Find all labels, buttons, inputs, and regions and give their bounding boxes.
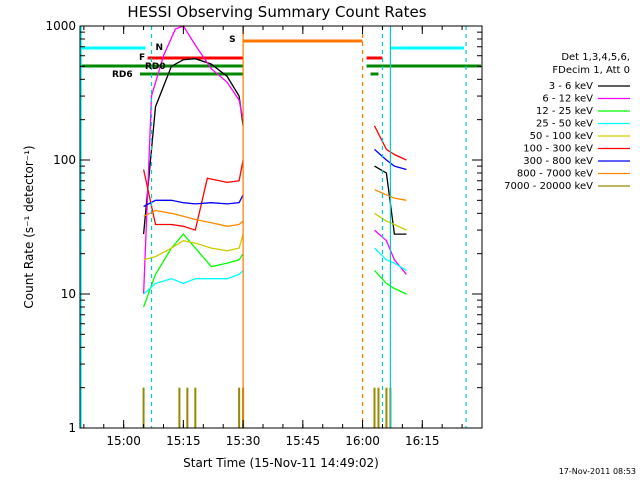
chart-title: HESSI Observing Summary Count Rates	[127, 3, 426, 21]
series-layer	[142, 25, 407, 428]
y-tick-label: 100	[53, 153, 76, 167]
legend-label: 300 - 800 keV	[523, 156, 593, 167]
series-100-300-kev	[142, 125, 407, 231]
legend-label: 800 - 7000 keV	[517, 169, 593, 180]
y-tick-label: 1000	[45, 19, 76, 33]
timestamp: 17-Nov-2011 08:53	[559, 467, 636, 476]
legend-label: 6 - 12 keV	[542, 94, 593, 105]
x-tick-label: 16:00	[345, 434, 380, 448]
night-label: N	[156, 43, 164, 53]
series-line	[143, 194, 244, 208]
legend-label: 3 - 6 keV	[549, 81, 593, 92]
series-line	[142, 159, 244, 231]
rd0-label: RD0	[145, 62, 166, 72]
series-line	[142, 25, 244, 295]
series-7000-20000-kev	[142, 387, 392, 428]
legend-label: 7000 - 20000 keV	[504, 181, 593, 192]
series-line	[142, 233, 244, 308]
series-300-800-kev	[143, 148, 407, 208]
series-50-100-kev	[143, 212, 407, 261]
x-axis-ticks: 15:00 15:15 15:30 15:45 16:00 16:15	[83, 26, 463, 448]
series-800-7000-kev	[143, 189, 407, 227]
series-12-25-kev	[142, 233, 407, 308]
x-tick-label: 15:30	[226, 434, 261, 448]
legend-label: 12 - 25 keV	[536, 106, 593, 117]
x-tick-label: 15:45	[286, 434, 321, 448]
y-tick-label: 1	[68, 421, 76, 435]
legend: Det 1,3,4,5,6, FDecim 1, Att 0 3 - 6 keV…	[504, 52, 630, 192]
flare-label: F	[139, 53, 145, 63]
y-axis-label: Count Rate (s⁻¹ detector⁻¹)	[22, 145, 36, 308]
y-tick-label: 10	[61, 287, 76, 301]
x-axis-label: Start Time (15-Nov-11 14:49:02)	[183, 456, 379, 470]
x-tick-label: 16:15	[405, 434, 440, 448]
legend-label: 100 - 300 keV	[523, 144, 593, 155]
rd6-label: RD6	[112, 70, 133, 80]
series-line	[143, 209, 244, 227]
series-3-6-kev	[142, 58, 407, 235]
x-tick-label: 15:00	[106, 434, 141, 448]
saa-label: S	[229, 35, 235, 45]
series-line	[143, 269, 244, 295]
plot-frame	[79, 25, 483, 429]
series-25-50-kev	[143, 247, 407, 295]
legend-header-line-1: Det 1,3,4,5,6,	[561, 52, 630, 63]
y-axis-ticks: 1 10 100 1000	[45, 19, 482, 435]
series-line	[142, 58, 244, 235]
legend-label: 25 - 50 keV	[536, 119, 593, 130]
x-tick-label: 15:15	[166, 434, 201, 448]
legend-label: 50 - 100 keV	[530, 131, 594, 142]
series-line	[143, 233, 244, 261]
legend-header-line-2: FDecim 1, Att 0	[552, 65, 630, 76]
